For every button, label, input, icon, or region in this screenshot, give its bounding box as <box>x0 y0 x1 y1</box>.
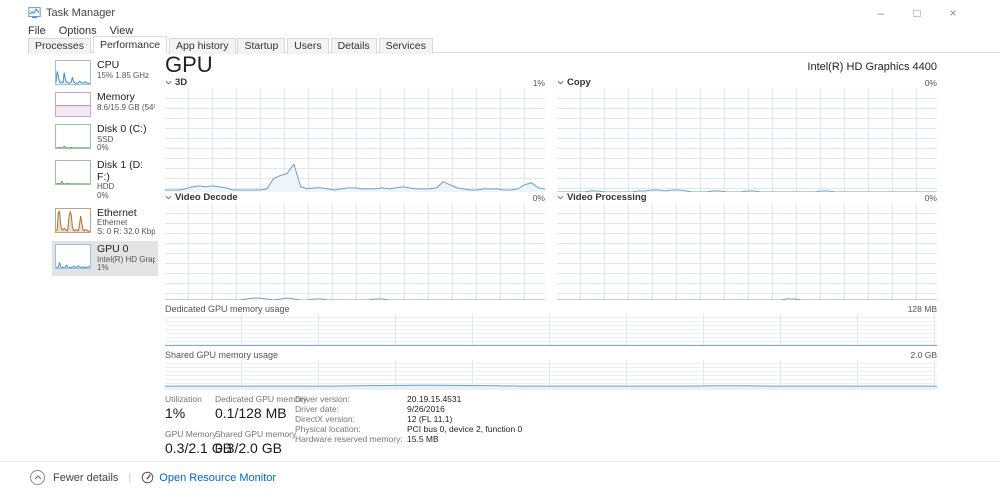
physical-location-row: Physical location: PCI bus 0, device 2, … <box>295 424 523 435</box>
driver-date-row: Driver date: 9/26/2016 <box>295 404 445 415</box>
chart-3d <box>165 89 545 192</box>
dedicated-memory-label: Dedicated GPU memory usage <box>165 304 290 314</box>
dedicated-memory-header: Dedicated GPU memory usage 128 MB <box>165 304 937 314</box>
menu-file[interactable]: File <box>28 25 46 37</box>
open-resource-monitor-link[interactable]: Open Resource Monitor <box>141 471 276 484</box>
cpu-thumbnail-chart <box>55 60 91 85</box>
chevron-down-icon[interactable] <box>165 80 172 85</box>
shared-gpu-memory-value: 0.3/2.0 GB <box>215 440 282 456</box>
footer-bar: Fewer details | Open Resource Monitor <box>0 461 1000 485</box>
gpu-device-name: Intel(R) HD Graphics 4400 <box>807 61 937 73</box>
collapse-chevron-icon[interactable] <box>30 470 45 485</box>
tab-users[interactable]: Users <box>287 38 329 54</box>
fewer-details-button[interactable]: Fewer details <box>53 471 119 484</box>
shared-memory-header: Shared GPU memory usage 2.0 GB <box>165 350 937 360</box>
tabbar: Processes Performance App history Startu… <box>28 36 1000 54</box>
chart-header-copy[interactable]: Copy 0% <box>557 77 937 88</box>
chart-value-copy: 0% <box>924 77 937 88</box>
sidebar-item-sub: HDD <box>97 182 115 192</box>
window-title: Task Manager <box>46 6 116 19</box>
tab-startup[interactable]: Startup <box>237 38 286 54</box>
chart-copy <box>557 89 937 192</box>
chart-shared-memory <box>165 360 937 390</box>
disk1-thumbnail-chart <box>55 160 91 186</box>
chart-header-video-decode[interactable]: Video Decode 0% <box>165 192 545 203</box>
sidebar-item-sub: Ethernet <box>97 218 128 228</box>
gpu-memory-label: GPU Memory <box>165 429 217 439</box>
chart-header-video-processing[interactable]: Video Processing 0% <box>557 192 937 203</box>
menu-options[interactable]: Options <box>58 25 97 37</box>
sidebar-item-label: CPU <box>97 60 120 71</box>
close-button[interactable]: × <box>949 6 957 20</box>
sidebar-item-label: Ethernet <box>97 207 137 219</box>
sidebar-item-sub: 8.6/15.9 GB (54%) <box>97 102 155 112</box>
utilization-label: Utilization <box>165 394 202 404</box>
shared-memory-max: 2.0 GB <box>910 350 937 360</box>
sidebar-item-cpu[interactable]: CPU 15% 1.85 GHz <box>52 57 158 88</box>
utilization-value: 1% <box>165 405 186 421</box>
chart-header-3d[interactable]: 3D 1% <box>165 77 545 88</box>
driver-version-row: Driver version: 20.19.15.4531 <box>295 394 462 404</box>
dedicated-gpu-memory-value: 0.1/128 MB <box>215 405 287 421</box>
chevron-down-icon[interactable] <box>165 195 172 200</box>
sidebar-item-sub: Intel(R) HD Graphi... <box>97 254 155 264</box>
tab-processes[interactable]: Processes <box>28 38 92 54</box>
memory-thumbnail-chart <box>55 92 91 117</box>
sidebar-item-sub2: 1% <box>97 263 109 273</box>
sidebar-item-memory[interactable]: Memory 8.6/15.9 GB (54%) <box>52 89 158 120</box>
directx-version-row: DirectX version: 12 (FL 11.1) <box>295 414 453 425</box>
tab-details[interactable]: Details <box>330 38 377 54</box>
menubar: File Options View <box>28 23 146 39</box>
resource-monitor-icon <box>141 471 154 484</box>
hardware-reserved-memory-row: Hardware reserved memory: 15.5 MB <box>295 434 439 445</box>
chart-video-decode <box>165 204 545 300</box>
sidebar-item-ethernet[interactable]: Ethernet Ethernet S: 0 R: 32.0 Kbps <box>52 205 158 240</box>
sidebar-item-sub2: 0% <box>97 143 109 153</box>
window-controls: – □ × <box>874 6 960 20</box>
titlebar: Task Manager <box>28 6 115 19</box>
sidebar-item-gpu0[interactable]: GPU 0 Intel(R) HD Graphi... 1% <box>52 240 158 277</box>
chart-dedicated-memory <box>165 314 937 346</box>
gpu0-thumbnail-chart <box>55 243 91 269</box>
sidebar-item-sub2: S: 0 R: 32.0 Kbps <box>97 227 155 237</box>
tab-app-history[interactable]: App history <box>168 38 236 54</box>
sidebar-item-sub: SSD <box>97 134 114 144</box>
chevron-down-icon[interactable] <box>557 195 564 200</box>
shared-memory-label: Shared GPU memory usage <box>165 350 279 360</box>
page-title: GPU <box>165 52 213 77</box>
chart-video-processing <box>557 204 937 300</box>
footer-divider: | <box>128 471 132 484</box>
gpu-memory-value: 0.3/2.1 GB <box>165 440 232 456</box>
maximize-button[interactable]: □ <box>913 6 921 20</box>
gpu-performance-panel: GPU Intel(R) HD Graphics 4400 3D 1% Copy… <box>165 52 937 456</box>
chart-label-copy: Copy <box>567 77 591 88</box>
sidebar-item-disk1[interactable]: Disk 1 (D: F:) HDD 0% <box>52 157 158 204</box>
disk0-thumbnail-chart <box>55 124 91 149</box>
performance-sidebar: CPU 15% 1.85 GHz Memory 8.6/15.9 GB (54%… <box>52 57 158 277</box>
shared-gpu-memory-label: Shared GPU memory <box>215 429 297 439</box>
sidebar-item-label: Memory <box>97 92 135 103</box>
chart-label-3d: 3D <box>175 77 188 88</box>
chart-value-video-processing: 0% <box>924 192 937 203</box>
chart-value-video-decode: 0% <box>532 192 545 203</box>
chart-label-video-processing: Video Processing <box>567 192 647 203</box>
dedicated-memory-max: 128 MB <box>907 304 937 314</box>
sidebar-item-disk0[interactable]: Disk 0 (C:) SSD 0% <box>52 121 158 156</box>
tab-performance[interactable]: Performance <box>92 36 168 53</box>
tab-services[interactable]: Services <box>378 38 433 54</box>
sidebar-item-label: Disk 0 (C:) <box>97 124 147 135</box>
chart-label-video-decode: Video Decode <box>175 192 238 203</box>
dedicated-gpu-memory-label: Dedicated GPU memory <box>215 394 308 404</box>
sidebar-item-label: Disk 1 (D: F:) <box>97 160 144 183</box>
chevron-down-icon[interactable] <box>557 80 564 85</box>
app-icon <box>28 6 41 19</box>
minimize-button[interactable]: – <box>877 6 885 20</box>
sidebar-item-label: GPU 0 <box>97 243 129 255</box>
sidebar-item-sub2: 0% <box>97 191 109 201</box>
ethernet-thumbnail-chart <box>55 207 91 233</box>
sidebar-item-sub: 15% 1.85 GHz <box>97 70 150 80</box>
menu-view[interactable]: View <box>109 25 134 37</box>
chart-value-3d: 1% <box>532 77 545 88</box>
